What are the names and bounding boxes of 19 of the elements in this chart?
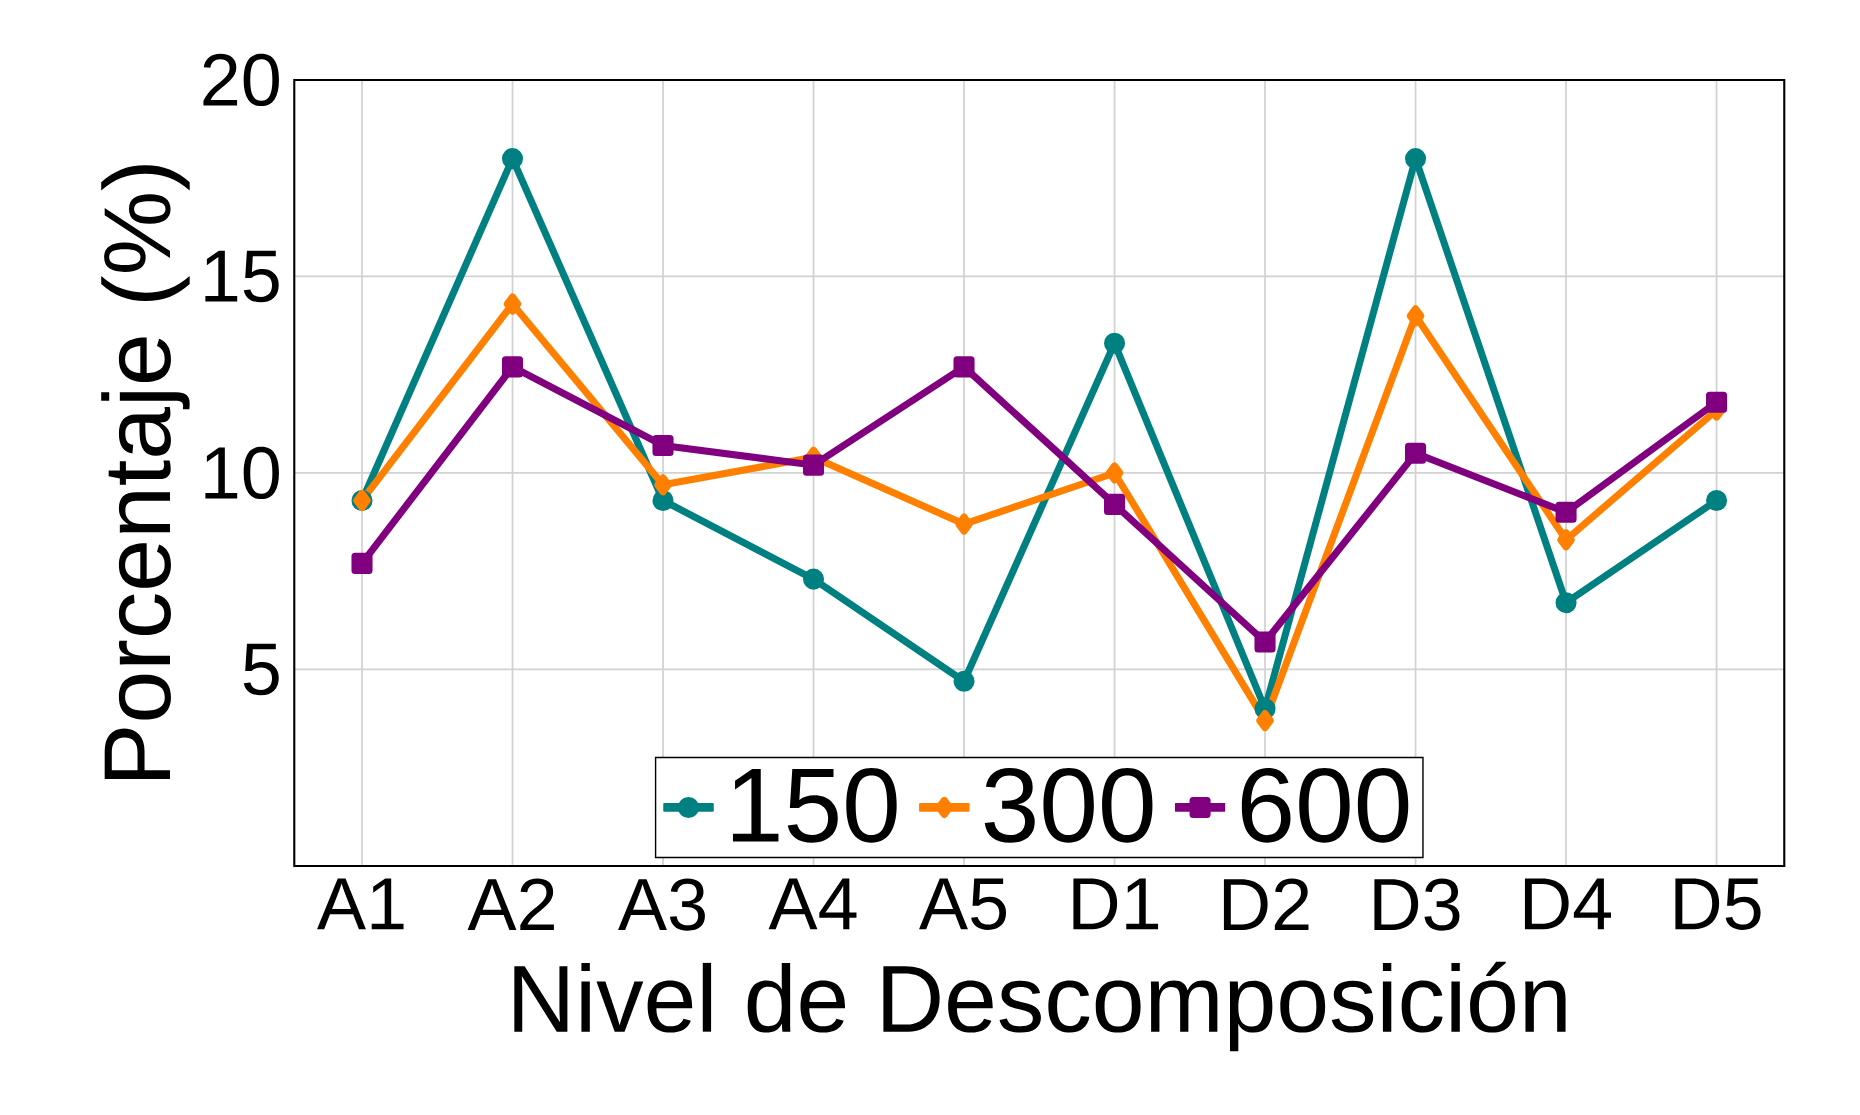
- x-tick-label: A4: [768, 878, 857, 930]
- legend-label: 150: [732, 767, 897, 843]
- y-tick-label: 10: [205, 446, 279, 500]
- legend-label: 600: [1241, 767, 1409, 843]
- x-tick-label: A5: [919, 878, 1007, 930]
- x-tick-label: A2: [467, 878, 554, 930]
- x-tick-label: D1: [1073, 878, 1159, 930]
- x-tick-label: D5: [1675, 878, 1761, 930]
- x-axis-title: Nivel de Descomposición: [514, 961, 1566, 1052]
- y-tick-label: 15: [205, 250, 279, 303]
- y-tick-label: 5: [243, 643, 279, 696]
- x-tick-label: D2: [1223, 878, 1309, 930]
- x-tick-label: D4: [1524, 878, 1612, 930]
- x-tick-label: A1: [317, 878, 404, 930]
- y-tick-label: 20: [203, 53, 279, 107]
- x-tick-label: A3: [618, 878, 705, 931]
- legend-label: 300: [984, 767, 1153, 843]
- x-tick-label: D3: [1374, 878, 1460, 931]
- y-axis-title: Porcentaje (%): [101, 165, 190, 780]
